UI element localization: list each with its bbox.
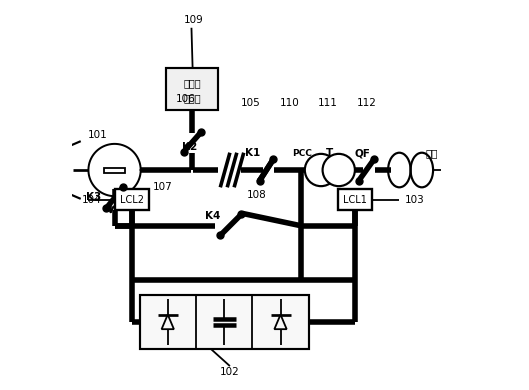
Text: 110: 110 [280, 98, 299, 108]
Text: K2: K2 [182, 142, 197, 152]
Bar [140, 295, 309, 349]
Text: 108: 108 [247, 190, 267, 200]
Bar [104, 168, 125, 172]
Text: 106: 106 [176, 94, 196, 104]
Text: 101: 101 [87, 130, 107, 140]
Text: LCL2: LCL2 [120, 195, 144, 205]
Text: T: T [325, 149, 333, 158]
Text: 105: 105 [241, 98, 261, 108]
Text: 102: 102 [220, 367, 240, 377]
Text: 棒电路: 棒电路 [184, 93, 201, 103]
Text: 112: 112 [357, 98, 376, 108]
Text: 107: 107 [153, 182, 173, 192]
Circle shape [305, 154, 337, 186]
Text: 电网: 电网 [425, 149, 438, 158]
Text: 104: 104 [82, 195, 102, 205]
Text: PCC: PCC [292, 149, 312, 158]
Bar [167, 68, 218, 110]
Text: 111: 111 [318, 98, 338, 108]
Text: K1: K1 [244, 149, 260, 158]
Circle shape [323, 154, 355, 186]
Text: 109: 109 [184, 15, 203, 25]
Text: 三相撬: 三相撬 [184, 78, 201, 88]
Text: K4: K4 [205, 211, 220, 221]
Text: K3: K3 [86, 192, 101, 202]
Text: QF: QF [354, 149, 370, 158]
Text: LCL1: LCL1 [343, 195, 367, 205]
Text: 103: 103 [405, 195, 425, 205]
Bar [115, 189, 149, 210]
Bar [338, 189, 372, 210]
